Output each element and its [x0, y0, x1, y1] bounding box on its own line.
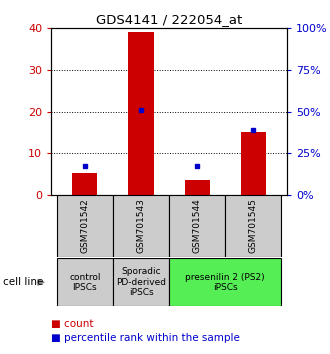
- Text: Sporadic
PD-derived
iPSCs: Sporadic PD-derived iPSCs: [116, 267, 166, 297]
- Bar: [113, 258, 169, 306]
- Bar: [241, 132, 266, 195]
- Text: ■ count: ■ count: [51, 319, 94, 329]
- Text: ■ percentile rank within the sample: ■ percentile rank within the sample: [51, 333, 240, 343]
- Text: GSM701542: GSM701542: [81, 198, 89, 253]
- Bar: [57, 195, 113, 257]
- Text: GSM701544: GSM701544: [193, 198, 202, 253]
- Text: presenilin 2 (PS2)
iPSCs: presenilin 2 (PS2) iPSCs: [185, 273, 265, 292]
- Bar: [169, 258, 281, 306]
- Bar: [225, 195, 281, 257]
- Text: control
IPSCs: control IPSCs: [69, 273, 101, 292]
- Title: GDS4141 / 222054_at: GDS4141 / 222054_at: [96, 13, 242, 26]
- Bar: [113, 195, 169, 257]
- Bar: [169, 195, 225, 257]
- Text: GSM701545: GSM701545: [249, 198, 258, 253]
- Bar: [72, 173, 97, 195]
- Bar: [128, 33, 154, 195]
- Bar: [184, 180, 210, 195]
- Text: cell line: cell line: [3, 277, 44, 287]
- Text: GSM701543: GSM701543: [137, 198, 146, 253]
- Bar: [57, 258, 113, 306]
